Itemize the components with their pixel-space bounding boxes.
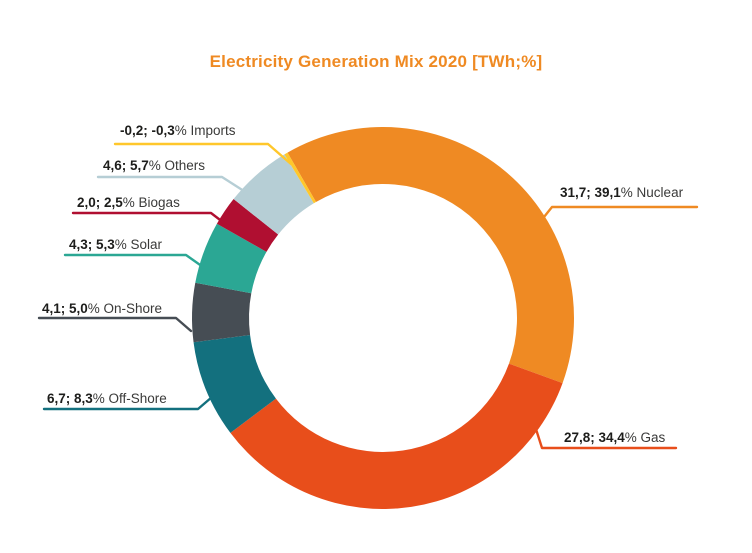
segment-on-shore xyxy=(192,282,252,343)
leader-line-nuclear xyxy=(542,205,699,219)
label-name: % Gas xyxy=(624,430,666,445)
label-value: -0,2; -0,3 xyxy=(120,123,175,138)
label-name: % Others xyxy=(148,158,206,173)
label-name: % Off-Shore xyxy=(92,391,167,406)
segment-label-off-shore: 6,7; 8,3% Off-Shore xyxy=(47,392,167,406)
chart-title: Electricity Generation Mix 2020 [TWh;%] xyxy=(209,52,543,71)
segment-label-on-shore: 4,1; 5,0% On-Shore xyxy=(42,302,162,316)
label-value: 27,8; 34,4 xyxy=(564,430,625,445)
label-name: % Biogas xyxy=(122,195,180,210)
segment-others xyxy=(233,154,314,235)
label-name: % On-Shore xyxy=(87,301,163,316)
label-value: 2,0; 2,5 xyxy=(77,195,123,210)
segment-label-solar: 4,3; 5,3% Solar xyxy=(69,238,162,252)
leader-line-biogas xyxy=(71,211,230,228)
label-name: % Solar xyxy=(114,237,163,252)
segment-label-nuclear: 31,7; 39,1% Nuclear xyxy=(560,186,683,200)
leader-line-gas xyxy=(533,424,678,450)
segment-solar xyxy=(195,223,267,294)
segment-label-biogas: 2,0; 2,5% Biogas xyxy=(77,196,180,210)
segment-biogas xyxy=(216,199,279,252)
label-name: % Nuclear xyxy=(620,185,684,200)
segment-label-others: 4,6; 5,7% Others xyxy=(103,159,205,173)
leader-line-imports xyxy=(113,142,293,166)
segment-imports xyxy=(284,152,316,204)
segment-off-shore xyxy=(193,334,276,433)
segment-nuclear xyxy=(287,127,574,384)
leader-line-others xyxy=(96,175,249,195)
leader-line-on-shore xyxy=(37,316,193,333)
label-value: 4,6; 5,7 xyxy=(103,158,149,173)
label-value: 31,7; 39,1 xyxy=(560,185,621,200)
segment-label-imports: -0,2; -0,3% Imports xyxy=(120,124,236,138)
label-value: 4,1; 5,0 xyxy=(42,301,88,316)
label-value: 6,7; 8,3 xyxy=(47,391,93,406)
segment-gas xyxy=(230,363,563,509)
leader-line-solar xyxy=(63,253,205,269)
leader-line-off-shore xyxy=(42,395,214,411)
label-name: % Imports xyxy=(174,123,236,138)
segment-label-gas: 27,8; 34,4% Gas xyxy=(564,431,665,445)
label-value: 4,3; 5,3 xyxy=(69,237,115,252)
